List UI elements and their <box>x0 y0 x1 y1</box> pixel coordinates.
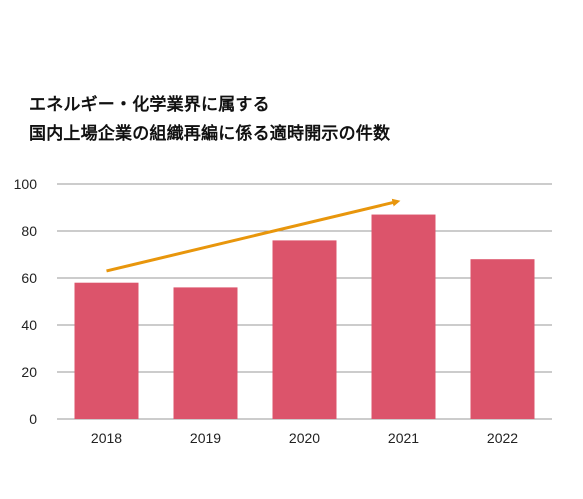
y-tick-label-100: 100 <box>14 176 38 192</box>
y-tick-label-0: 0 <box>29 411 37 427</box>
x-tick-label-2022: 2022 <box>487 430 518 446</box>
x-tick-label-2018: 2018 <box>91 430 122 446</box>
y-tick-label-20: 20 <box>21 364 37 380</box>
bars <box>74 214 535 419</box>
bar-2021 <box>371 214 436 419</box>
chart-title-line-2: 国内上場企業の組織再編に係る適時開示の件数 <box>29 124 391 144</box>
trend-arrow <box>106 198 401 273</box>
chart-title-line-1: エネルギー・化学業界に属する <box>29 95 270 115</box>
x-tick-label-2021: 2021 <box>388 430 419 446</box>
bar-2018 <box>74 282 139 419</box>
y-tick-label-60: 60 <box>21 270 37 286</box>
bar-2020 <box>272 240 337 419</box>
y-tick-label-80: 80 <box>21 223 37 239</box>
chart-title: エネルギー・化学業界に属する 国内上場企業の組織再編に係る適時開示の件数 <box>29 91 569 149</box>
x-tick-label-2020: 2020 <box>289 430 320 446</box>
trend-arrow-annotation <box>106 198 401 273</box>
bar-2022 <box>470 259 535 419</box>
y-axis-tick-labels: 0 20 40 60 80 100 <box>14 176 38 427</box>
bar-2019 <box>173 287 238 419</box>
x-tick-label-2019: 2019 <box>190 430 221 446</box>
y-tick-label-40: 40 <box>21 317 37 333</box>
x-axis-tick-labels: 2018 2019 2020 2021 2022 <box>91 430 518 446</box>
